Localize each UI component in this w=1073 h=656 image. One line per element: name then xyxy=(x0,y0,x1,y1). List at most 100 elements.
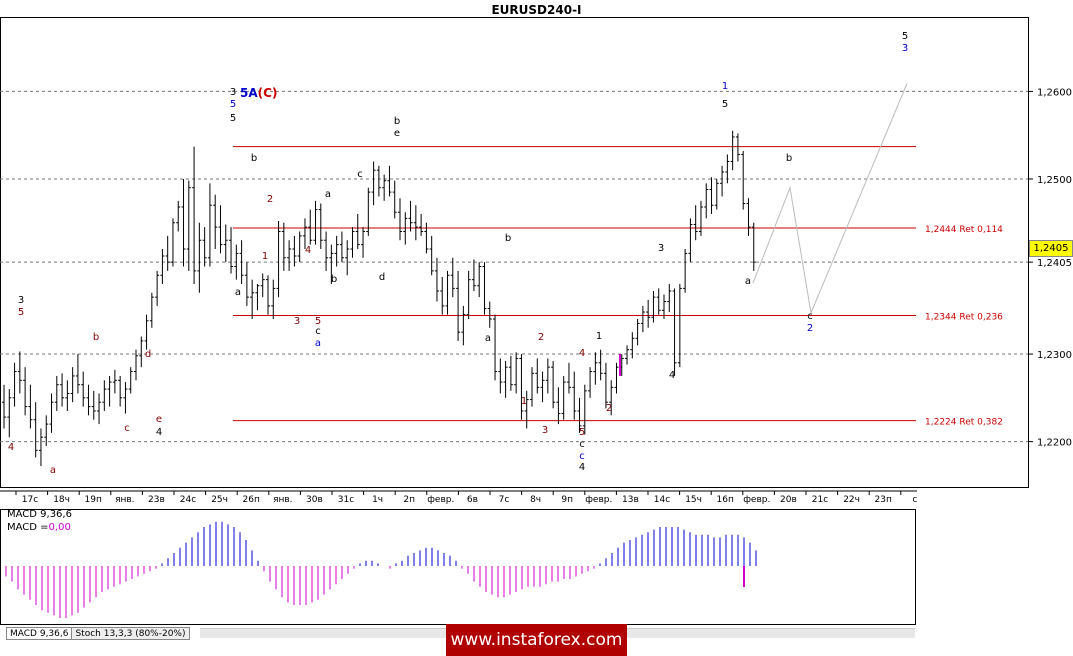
wave-label: b xyxy=(93,332,99,343)
wave-label: c xyxy=(579,439,585,450)
wave-label: b xyxy=(251,153,257,164)
wave-label: d xyxy=(379,272,385,283)
macd-histogram xyxy=(5,521,757,618)
x-tick-label: 26п xyxy=(243,495,260,505)
wave-label: 3 xyxy=(18,295,24,306)
tab-stoch[interactable]: Stoch 13,3,3 (80%-20%) xyxy=(71,627,190,640)
x-tick-label: 20в xyxy=(780,495,797,505)
wave-label: 5 xyxy=(902,31,908,42)
retracement-label: 1,2444 Ret 0,114 xyxy=(925,225,1003,235)
wave-label: 3 xyxy=(542,425,548,436)
wave-label: a xyxy=(325,189,331,200)
wave-label: b xyxy=(331,274,337,285)
x-tick-label: 31с xyxy=(338,495,354,505)
x-tick-label: 21с xyxy=(812,495,828,505)
x-tick-label: 24с xyxy=(180,495,196,505)
x-tick-label: 23п xyxy=(875,495,892,505)
y-axis: 1,2600 1,2500 1,2405 1,2300 1,2200 xyxy=(1029,87,1072,449)
y-tick-label: 1,2300 xyxy=(1037,350,1072,361)
wave-label: c xyxy=(124,423,130,434)
x-tick-label: 1ч xyxy=(372,495,383,505)
wave-label: e xyxy=(394,128,400,139)
wave-label: 3 xyxy=(294,316,300,327)
x-tick-label: янв. xyxy=(273,495,292,505)
wave-label: d xyxy=(145,349,151,360)
x-tick-label: 15ч xyxy=(685,495,702,505)
x-tick-label: 19п xyxy=(85,495,102,505)
wave-label: 1 xyxy=(262,251,268,262)
wave-label: a xyxy=(50,465,56,476)
y-tick-label: 1,2405 xyxy=(1037,258,1072,269)
wave-label: b xyxy=(394,116,400,127)
wave-label: c xyxy=(807,311,813,322)
indicator-tabs: MACD 9,36,6 Stoch 13,3,3 (80%-20%) xyxy=(6,627,190,640)
x-tick-label: 9п xyxy=(561,495,573,505)
wave-label: 4 xyxy=(8,442,14,453)
wave-label: 5 xyxy=(722,99,728,110)
retracement-levels: 1,2444 Ret 0,114 1,2344 Ret 0,236 1,2224 R… xyxy=(233,146,1003,428)
wave-label: 4 xyxy=(305,245,311,256)
y-tick-label: 1,2600 xyxy=(1037,87,1072,98)
x-tick-label: февр. xyxy=(427,495,454,505)
tab-macd[interactable]: MACD 9,36,6 xyxy=(6,627,73,640)
candlestick-series xyxy=(2,130,756,467)
x-tick-label: с xyxy=(912,495,917,505)
wave-label: 5 xyxy=(579,427,585,438)
x-tick-label: 17с xyxy=(22,495,38,505)
wave-label: 1 xyxy=(722,81,728,92)
wave-label: 1 xyxy=(521,396,527,407)
y-tick-label: 1,2200 xyxy=(1037,438,1072,449)
wave-label: 5 xyxy=(18,307,24,318)
chart-title: EURUSD240-I xyxy=(491,3,582,17)
wave-label: b xyxy=(786,153,792,164)
wave-label: 2 xyxy=(267,194,273,205)
macd-legend-value: 0,00 xyxy=(48,522,71,533)
macd-legend-line2: MACD =0,00 xyxy=(7,521,72,534)
wave-label: 5 xyxy=(230,99,236,110)
wave-label: c xyxy=(579,451,585,462)
wave-label: e xyxy=(156,414,162,425)
wave-label: 4 xyxy=(579,348,585,359)
wave-label: 5 xyxy=(230,113,236,124)
x-tick-label: 16п xyxy=(717,495,734,505)
x-tick-label: 23в xyxy=(148,495,165,505)
wave-label: 5 xyxy=(315,316,321,327)
wave-label: 3 xyxy=(658,243,664,254)
x-tick-label: 8ч xyxy=(530,495,541,505)
wave-degree-label: 5A(C) xyxy=(240,86,277,100)
x-axis: 17с 18ч 19п янв. 23в 24с 25ч 26п янв. 30в 31с 1ч 2п ф… xyxy=(15,491,917,505)
x-tick-label: 30в xyxy=(306,495,323,505)
wave-label: a xyxy=(485,333,491,344)
wave-label: 2 xyxy=(538,332,544,343)
forecast-path xyxy=(752,83,908,315)
x-tick-label: 14с xyxy=(654,495,670,505)
wave-label: 4 xyxy=(579,462,585,473)
watermark-banner[interactable]: www.instaforex.com xyxy=(446,624,627,656)
x-tick-label: 13в xyxy=(622,495,639,505)
wave-label: c xyxy=(357,169,363,180)
wave-label: 4 xyxy=(156,427,162,438)
wave-label: a xyxy=(315,338,321,349)
x-tick-label: 25ч xyxy=(211,495,228,505)
wave-label: 2 xyxy=(807,323,813,334)
wave-label: a xyxy=(745,276,751,287)
plot-frame xyxy=(0,17,1029,625)
x-tick-label: янв. xyxy=(115,495,134,505)
wave-label: 3 xyxy=(230,87,236,98)
macd-legend: MACD 9,36,6 MACD =0,00 xyxy=(7,508,72,534)
retracement-label: 1,2344 Ret 0,236 xyxy=(925,313,1003,323)
retracement-label: 1,2224 Ret 0,382 xyxy=(925,418,1003,428)
x-tick-label: февр. xyxy=(585,495,612,505)
x-tick-label: 7с xyxy=(499,495,510,505)
macd-legend-line1: MACD 9,36,6 xyxy=(7,509,72,520)
x-tick-label: 22ч xyxy=(843,495,860,505)
wave-label: 3 xyxy=(902,43,908,54)
forecast-line xyxy=(752,83,908,315)
wave-label: 4 xyxy=(669,370,675,381)
price-pane-border xyxy=(0,17,1029,488)
current-price-badge: 1,2405 xyxy=(1029,240,1073,257)
wave-label: c xyxy=(315,326,321,337)
x-tick-label: 6в xyxy=(467,495,478,505)
